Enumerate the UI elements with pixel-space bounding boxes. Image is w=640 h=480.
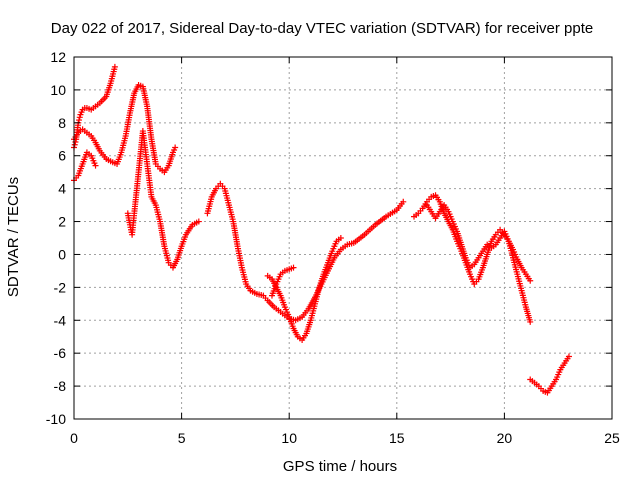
data-point [527,277,534,284]
x-tick-label: 25 [604,430,620,446]
data-series [423,202,534,325]
y-tick-label: -10 [46,411,66,427]
data-point [565,353,572,360]
y-tick-label: 8 [58,115,66,131]
x-tick-label: 0 [70,430,78,446]
data-point [337,235,344,241]
y-tick-label: 0 [58,246,66,262]
y-tick-labels: -10 -8 -6 -4 -2 0 2 4 6 8 10 12 [46,49,66,427]
data-point [195,218,202,225]
data-point [76,117,83,124]
data-series [268,264,297,299]
data-series [204,180,407,324]
y-tick-label: -6 [54,345,67,361]
y-tick-label: 10 [50,82,66,98]
chart-title: Day 022 of 2017, Sidereal Day-to-day VTE… [51,20,593,37]
data-points [71,63,572,396]
plot-frame [73,56,613,420]
data-series [411,192,534,288]
data-point [111,63,118,70]
data-point [92,162,99,169]
data-series [527,353,572,396]
x-tick-label: 20 [497,430,513,446]
y-tick-label: -8 [54,378,67,394]
data-series [124,128,202,271]
data-point [71,141,78,148]
data-point [290,264,297,271]
y-tick-label: -2 [54,279,67,295]
y-tick-label: -4 [54,312,67,328]
x-tick-label: 5 [178,430,186,446]
y-tick-label: 2 [58,214,66,230]
data-point [76,114,83,121]
data-series [71,149,99,184]
y-axis-title: SDTVAR / TECUs [5,177,22,297]
x-tick-label: 10 [281,430,297,446]
data-series [71,81,179,176]
y-tick-label: 6 [58,148,66,164]
data-point [527,318,534,325]
data-point [400,198,407,205]
y-tick-label: 4 [58,181,66,197]
data-point [172,144,179,151]
x-axis-title: GPS time / hours [283,458,397,475]
grid-lines [74,57,612,419]
x-tick-labels: 0 5 10 15 20 25 [70,430,620,446]
x-tick-label: 15 [389,430,405,446]
y-tick-label: 12 [50,49,66,65]
axis-ticks [73,56,613,420]
